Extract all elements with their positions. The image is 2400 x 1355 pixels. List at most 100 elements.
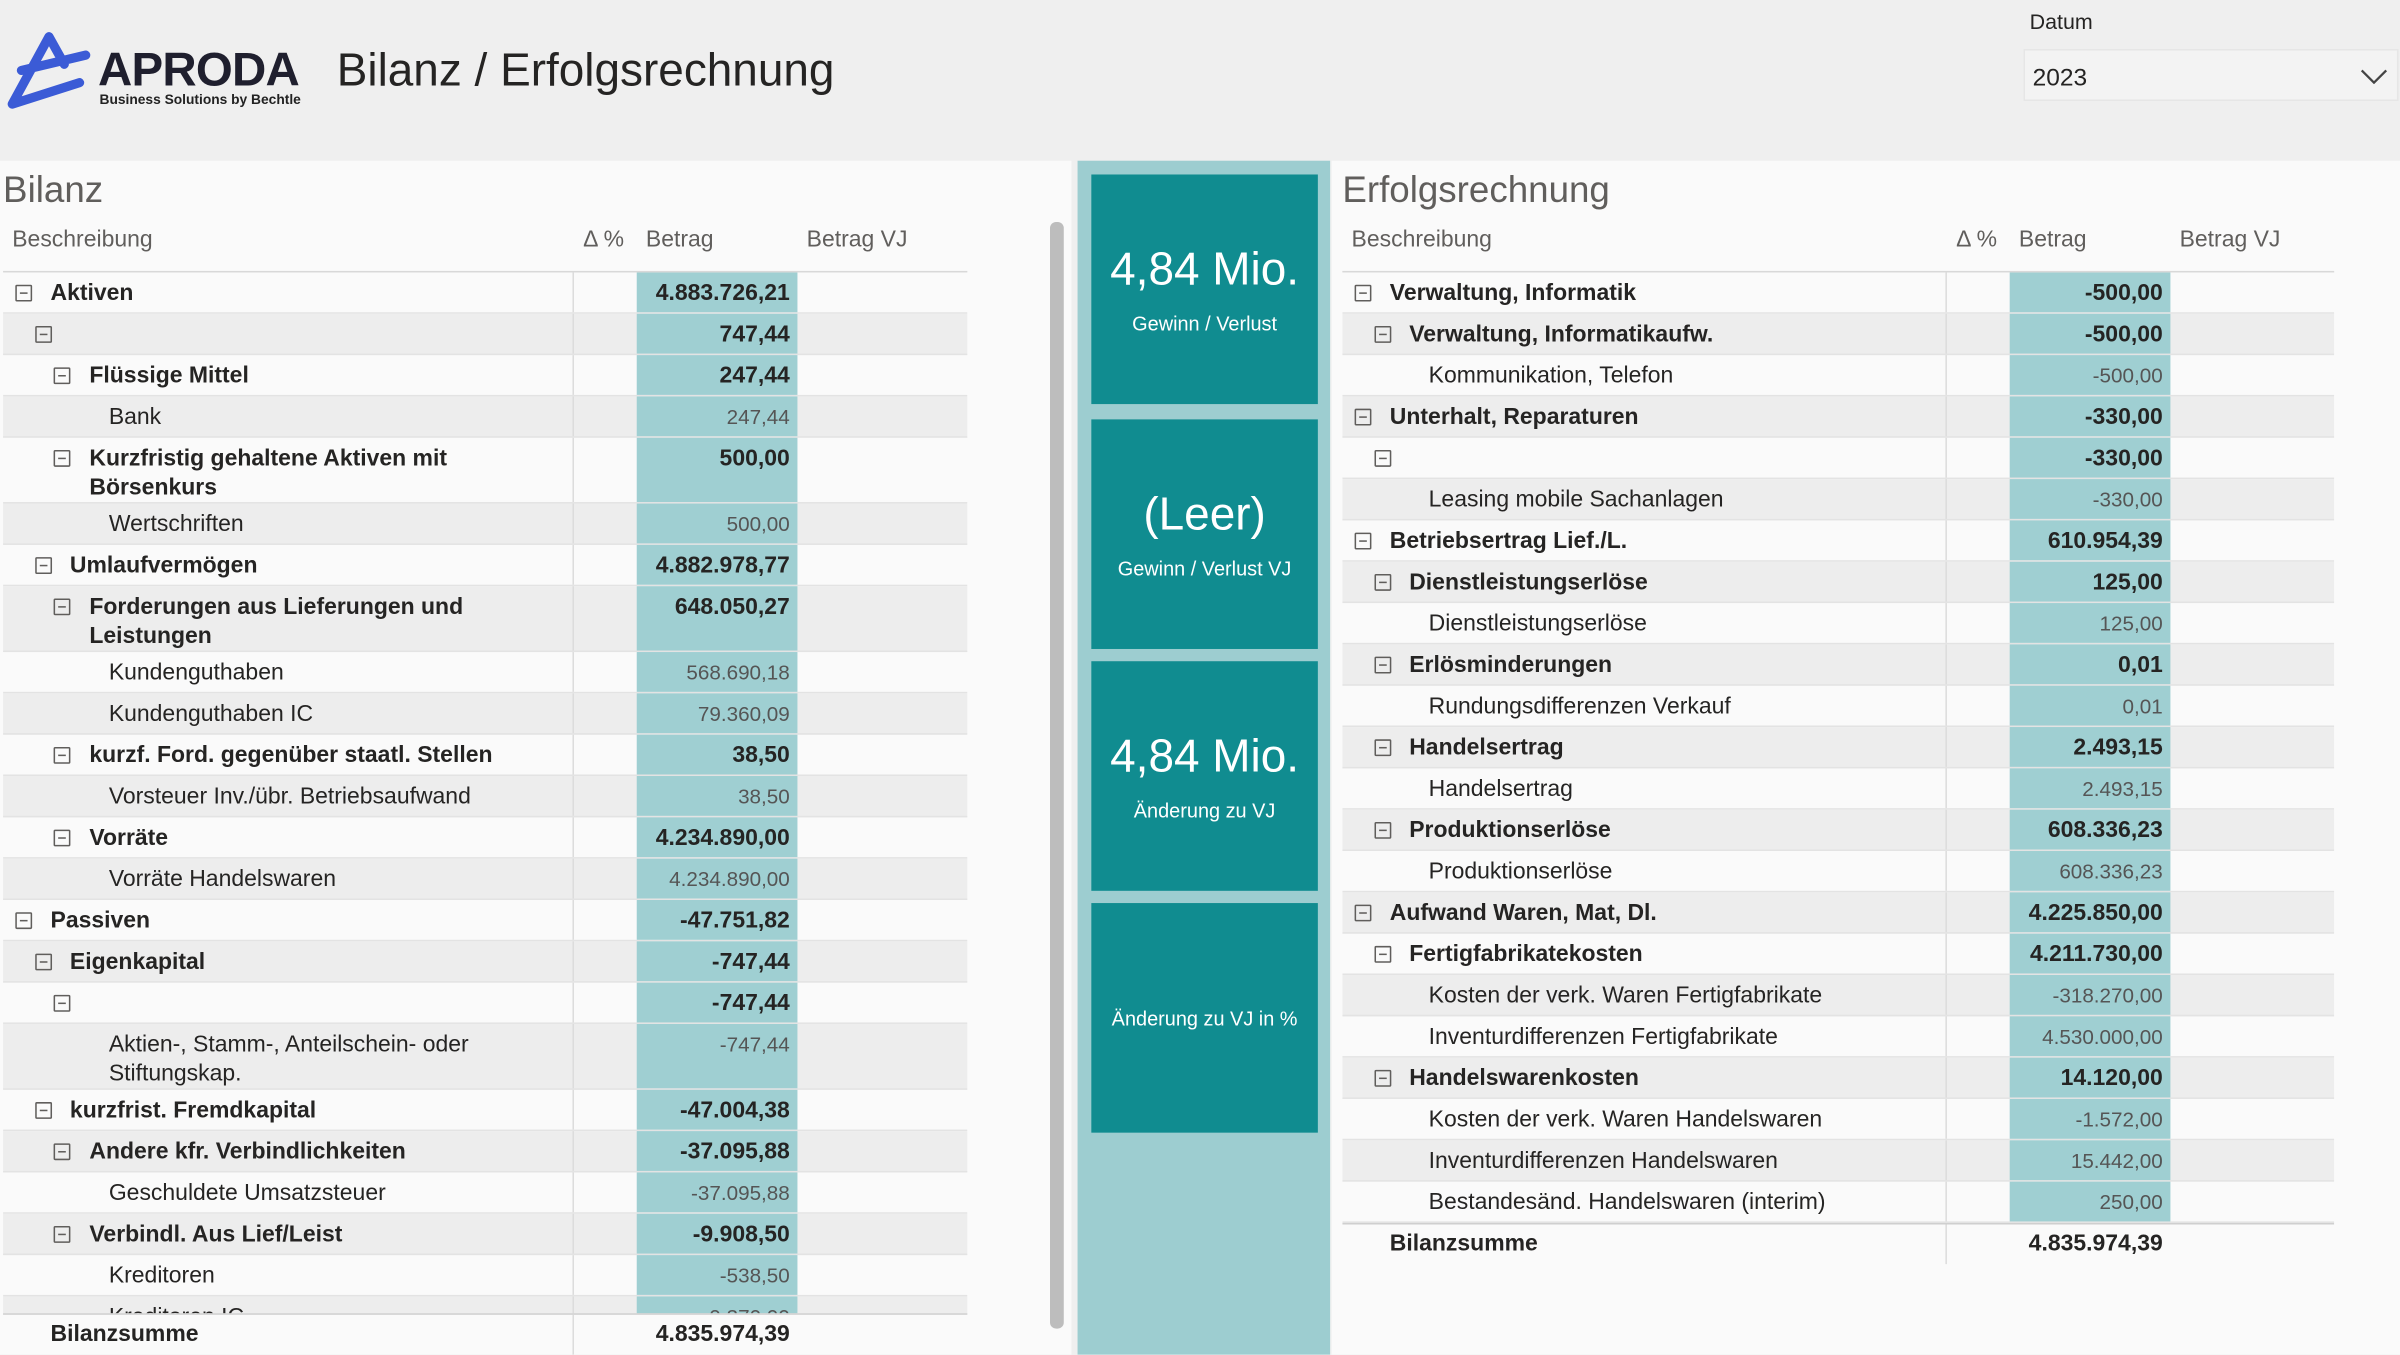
description-cell: Handelswarenkosten: [1342, 1057, 1947, 1098]
betrag-vj-cell: [2170, 851, 2334, 891]
betrag-cell: -747,44: [636, 941, 798, 982]
collapse-toggle[interactable]: [1374, 1069, 1391, 1087]
table-row: Kreditoren -538,50: [3, 1255, 968, 1297]
collapse-toggle[interactable]: [1374, 656, 1391, 674]
total-betrag: 4.835.974,39: [2028, 1230, 2163, 1257]
betrag-cell: -330,00: [2009, 437, 2171, 478]
date-dropdown[interactable]: 2023: [2023, 48, 2399, 102]
row-label: Kosten der verk. Waren Fertigfabrikate: [1428, 982, 1823, 1009]
description-cell: kurzf. Ford. gegenüber staatl. Stellen: [3, 734, 574, 775]
betrag-cell: 4.234.890,00: [636, 817, 798, 858]
collapse-toggle[interactable]: [54, 1226, 72, 1243]
collapse-toggle[interactable]: [34, 326, 52, 343]
page-title: Bilanz / Erfolgsrechnung: [336, 45, 835, 97]
collapse-toggle[interactable]: [1374, 449, 1391, 467]
betrag-cell: 747,44: [636, 313, 798, 354]
betrag-vj-cell: [797, 941, 967, 981]
row-label: Unterhalt, Reparaturen: [1389, 404, 1639, 431]
description-cell: Produktionserlöse: [1342, 809, 1947, 850]
description-cell: Kosten der verk. Waren Handelswaren: [1342, 1098, 1947, 1139]
description-cell: Aktien-, Stamm-, Anteilschein- oder Stif…: [3, 1023, 574, 1089]
collapse-toggle[interactable]: [54, 994, 72, 1012]
betrag-vj-cell: [2170, 603, 2334, 643]
description-cell: Kundenguthaben: [3, 652, 574, 692]
description-cell: Aufwand Waren, Mat, Dl.: [1342, 892, 1947, 933]
collapse-toggle[interactable]: [54, 598, 72, 616]
delta-cell: [574, 438, 637, 502]
delta-cell: [574, 1296, 637, 1313]
total-label: Bilanzsumme: [3, 1314, 574, 1355]
collapse-toggle[interactable]: [34, 1102, 52, 1119]
collapse-toggle[interactable]: [1354, 408, 1372, 426]
delta-cell: [574, 859, 637, 899]
delta-cell: [574, 776, 637, 816]
table-body: Aktiven 4.883.726,21 747,44 Flüssige Mittel…: [3, 272, 968, 1314]
betrag-vj-cell: [797, 1214, 967, 1254]
panel-title: Bilanz: [3, 169, 104, 212]
row-label: Kosten der verk. Waren Handelswaren: [1428, 1106, 1823, 1133]
betrag-cell: 500,00: [636, 437, 798, 503]
collapse-toggle[interactable]: [54, 829, 72, 847]
bilanz-panel: Bilanz Beschreibung Δ % Betrag Betrag VJ Ak…: [0, 160, 1072, 1355]
collapse-toggle[interactable]: [54, 746, 72, 764]
table-row: Geschuldete Umsatzsteuer -37.095,88: [3, 1172, 968, 1214]
betrag-vj-cell: [797, 735, 967, 775]
column-title: Δ %: [1956, 226, 1997, 253]
row-label: Forderungen aus Lieferungen und Leistung…: [89, 593, 464, 649]
table-row: Vorsteuer Inv./übr. Betriebsaufwand 38,50: [3, 776, 968, 818]
collapse-toggle[interactable]: [1374, 573, 1391, 591]
collapse-toggle[interactable]: [15, 912, 33, 930]
betrag-cell: 247,44: [636, 355, 798, 395]
description-cell: Forderungen aus Lieferungen und Leistung…: [3, 586, 574, 651]
delta-cell: [574, 652, 637, 692]
description-cell: Aktiven: [3, 272, 574, 313]
betrag-cell: 247,44: [636, 396, 798, 437]
row-label: Inventurdifferenzen Handelswaren: [1428, 1147, 1778, 1174]
description-cell: Dienstleistungserlöse: [1342, 603, 1947, 643]
collapse-toggle[interactable]: [1354, 284, 1372, 302]
collapse-toggle[interactable]: [1374, 739, 1391, 757]
collapse-toggle[interactable]: [34, 557, 52, 574]
delta-cell: [574, 941, 637, 981]
description-cell: Wertschriften: [3, 503, 574, 544]
row-label: Kreditoren IC: [109, 1303, 560, 1313]
betrag-vj-cell: [797, 776, 967, 816]
description-cell: Verbindl. Aus Lief/Leist: [3, 1213, 574, 1254]
collapse-toggle[interactable]: [1354, 904, 1372, 922]
betrag-cell: 608.336,23: [2009, 809, 2171, 850]
betrag-vj-cell: [2170, 727, 2334, 767]
collapse-toggle[interactable]: [54, 1143, 72, 1161]
collapse-toggle[interactable]: [1374, 945, 1391, 963]
table-row: Kommunikation, Telefon -500,00: [1342, 355, 2335, 397]
collapse-toggle[interactable]: [54, 449, 72, 467]
betrag-vj-cell: [2170, 396, 2334, 436]
delta-cell: [574, 504, 637, 544]
scrollbar[interactable]: [1049, 221, 1064, 1329]
description-cell: Kundenguthaben IC: [3, 693, 574, 734]
delta-cell: [1947, 355, 2010, 395]
collapse-toggle[interactable]: [1374, 326, 1391, 343]
collapse-toggle[interactable]: [54, 367, 72, 385]
chevron: [2360, 69, 2388, 85]
table-row: Kundenguthaben 568.690,18: [3, 652, 968, 694]
description-cell: Andere kfr. Verbindlichkeiten: [3, 1131, 574, 1171]
row-label: Produktionserlöse: [1409, 817, 1611, 844]
collapse-toggle[interactable]: [34, 953, 52, 971]
collapse-toggle[interactable]: [1374, 821, 1391, 839]
table-row: kurzf. Ford. gegenüber staatl. Stellen 38…: [3, 734, 968, 777]
row-label: Kundenguthaben IC: [108, 701, 314, 728]
collapse-toggle[interactable]: [1354, 532, 1372, 550]
table-row: Verwaltung, Informatik -500,00: [1342, 272, 2335, 314]
logo-name: APRODA: [97, 42, 300, 97]
betrag-vj-cell: [797, 693, 967, 733]
row-label: Aufwand Waren, Mat, Dl.: [1389, 899, 1657, 927]
row-label: Wertschriften: [108, 511, 244, 538]
column-title: Betrag: [2018, 226, 2087, 253]
betrag-vj-cell: [2170, 1016, 2334, 1056]
table-row: Handelsertrag 2.493,15: [1342, 727, 2335, 769]
kpi-label: Gewinn / Verlust VJ: [1117, 556, 1292, 580]
collapse-toggle[interactable]: [15, 284, 33, 302]
betrag-vj-cell: [797, 1255, 967, 1295]
delta-cell: [1947, 479, 2010, 519]
row-label: Dienstleistungserlöse: [1428, 610, 1647, 637]
